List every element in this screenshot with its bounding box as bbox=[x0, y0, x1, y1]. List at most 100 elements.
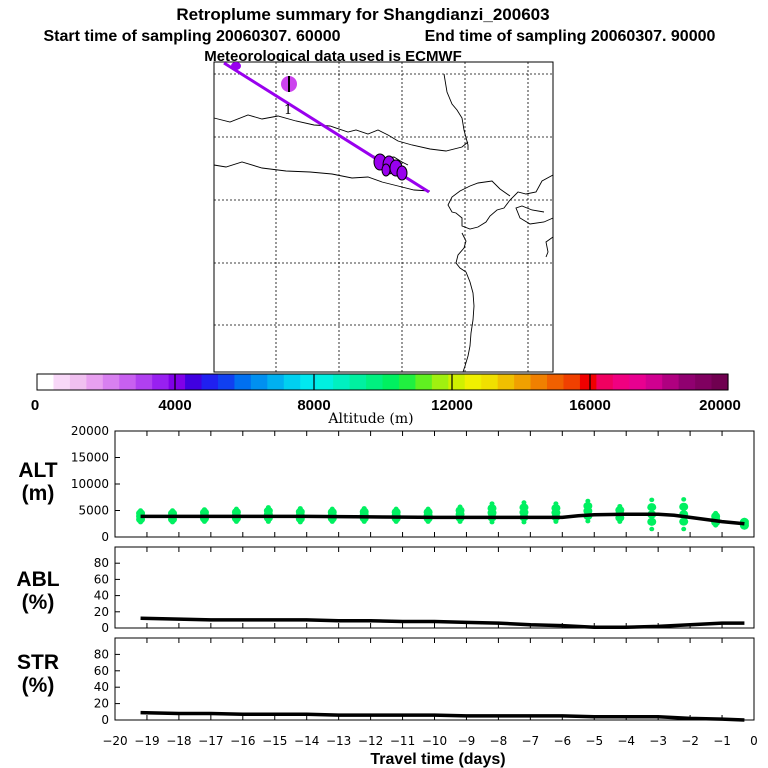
colorbar-tick: 8000 bbox=[297, 397, 330, 414]
map-panel: 1 bbox=[213, 61, 554, 373]
x-tick-label: −8 bbox=[490, 734, 508, 748]
alt-scatter-point bbox=[329, 506, 335, 512]
y-tick-label: 0 bbox=[101, 713, 109, 727]
alt-panel-frame bbox=[114, 430, 755, 538]
x-tick-label: −18 bbox=[166, 734, 191, 748]
colorbar-cell bbox=[448, 374, 466, 390]
x-tick-label: −15 bbox=[262, 734, 287, 748]
alt-scatter-point bbox=[423, 508, 433, 517]
colorbar-tick: 20000 bbox=[699, 397, 741, 414]
str-line bbox=[140, 710, 745, 722]
alt-scatter-point bbox=[425, 506, 431, 512]
x-tick-label: −13 bbox=[326, 734, 351, 748]
colorbar-cell bbox=[514, 374, 532, 390]
colorbar-cell bbox=[185, 374, 203, 390]
colorbar-cell bbox=[37, 374, 55, 390]
x-tick-label: −3 bbox=[649, 734, 667, 748]
colorbar-cell bbox=[119, 374, 137, 390]
x-tick-label: −20 bbox=[102, 734, 127, 748]
alt-scatter-point bbox=[201, 507, 207, 512]
colorbar-cell bbox=[481, 374, 499, 390]
colorbar-tick: 16000 bbox=[569, 397, 611, 414]
alt-scatter-point bbox=[233, 506, 239, 512]
y-tick-label: 20 bbox=[94, 605, 109, 619]
map-coastlines bbox=[213, 73, 554, 373]
map-frame bbox=[213, 61, 554, 373]
colorbar-cell bbox=[629, 374, 647, 390]
colorbar-cell bbox=[366, 374, 384, 390]
alt-scatter-point bbox=[521, 500, 527, 505]
alt-scatter-point bbox=[170, 508, 176, 513]
alt-scatter-point bbox=[519, 503, 529, 512]
colorbar-cells bbox=[37, 374, 729, 390]
alt-ylabel-top: ALT bbox=[18, 459, 57, 482]
alt-scatter-point bbox=[617, 504, 623, 509]
colorbar-cell bbox=[711, 374, 729, 390]
x-tick-label: −2 bbox=[681, 734, 699, 748]
y-tick-label: 40 bbox=[94, 589, 109, 603]
figure-title: Retroplume summary for Shangdianzi_20060… bbox=[176, 5, 549, 24]
colorbar-label: Altitude (m) bbox=[327, 411, 413, 427]
alt-scatter-point bbox=[265, 505, 271, 510]
x-axis-label: Travel time (days) bbox=[370, 751, 505, 768]
y-tick-label: 60 bbox=[94, 572, 109, 586]
alt-scatter-point bbox=[553, 501, 559, 506]
str-ylabel-top: STR bbox=[17, 651, 59, 674]
y-tick-label: 80 bbox=[94, 556, 109, 570]
x-tick-label: −14 bbox=[294, 734, 319, 748]
alt-scatter-point bbox=[489, 501, 495, 506]
abl-ylabel-bottom: (%) bbox=[22, 591, 55, 614]
colorbar-cell bbox=[563, 374, 581, 390]
x-tick-label: −1 bbox=[713, 734, 731, 748]
colorbar-cell bbox=[152, 374, 170, 390]
colorbar-cell bbox=[415, 374, 433, 390]
start-time-label: Start time of sampling 20060307. 60000 bbox=[43, 28, 340, 45]
alt-scatter-point bbox=[455, 506, 465, 515]
colorbar-cell bbox=[250, 374, 268, 390]
y-tick-label: 40 bbox=[94, 680, 109, 694]
end-time-label: End time of sampling 20060307. 90000 bbox=[425, 28, 716, 45]
colorbar-frame bbox=[36, 373, 729, 391]
alt-scatter-point bbox=[649, 497, 655, 503]
colorbar-cell bbox=[645, 374, 663, 390]
alt-scatter-point bbox=[741, 517, 747, 523]
colorbar-cell bbox=[678, 374, 696, 390]
colorbar-cell bbox=[398, 374, 417, 390]
alt-scatter-point bbox=[391, 508, 401, 517]
alt-scatter-point bbox=[585, 518, 591, 524]
alt-scatter-point bbox=[647, 517, 657, 526]
colorbar-cell bbox=[464, 374, 482, 390]
x-tick-label: −12 bbox=[358, 734, 383, 748]
y-tick-label: 60 bbox=[94, 664, 109, 678]
panel-ylabels: ALT (m) ABL (%) STR (%) bbox=[16, 459, 59, 697]
x-tick-label: −11 bbox=[390, 734, 415, 748]
plume-start-marker bbox=[231, 62, 241, 70]
colorbar-cell bbox=[69, 374, 87, 390]
panel-frames bbox=[114, 430, 755, 721]
y-tick-label: 5000 bbox=[78, 504, 109, 518]
abl-line bbox=[140, 616, 745, 629]
colorbar-cell bbox=[234, 374, 252, 390]
x-tick-label: 0 bbox=[750, 734, 758, 748]
alt-scatter-point bbox=[487, 504, 497, 513]
alt-scatter-point bbox=[457, 504, 463, 510]
map-gridlines bbox=[214, 62, 553, 372]
colorbar-cell bbox=[579, 374, 597, 390]
release-site-label: 1 bbox=[284, 103, 292, 118]
colorbar-tick: 4000 bbox=[158, 397, 191, 414]
alt-scatter-point bbox=[711, 512, 721, 521]
colorbar-cell bbox=[135, 374, 153, 390]
y-tick-label: 0 bbox=[101, 530, 109, 544]
colorbar-major-ticks bbox=[174, 374, 591, 390]
alt-scatter-point bbox=[681, 526, 687, 532]
x-tick-label: −16 bbox=[230, 734, 255, 748]
plot-layer: 0 5000 10000 15000 20000 0 20 40 60 80 0 20 40 60 80 −2… bbox=[71, 424, 758, 748]
colorbar-cell bbox=[382, 374, 400, 390]
alt-median-line bbox=[140, 512, 745, 526]
abl-panel-frame bbox=[114, 546, 755, 629]
colorbar-cell bbox=[168, 374, 186, 390]
x-tick-label: −17 bbox=[198, 734, 223, 748]
colorbar-cell bbox=[596, 374, 614, 390]
colorbar-cell bbox=[497, 374, 515, 390]
